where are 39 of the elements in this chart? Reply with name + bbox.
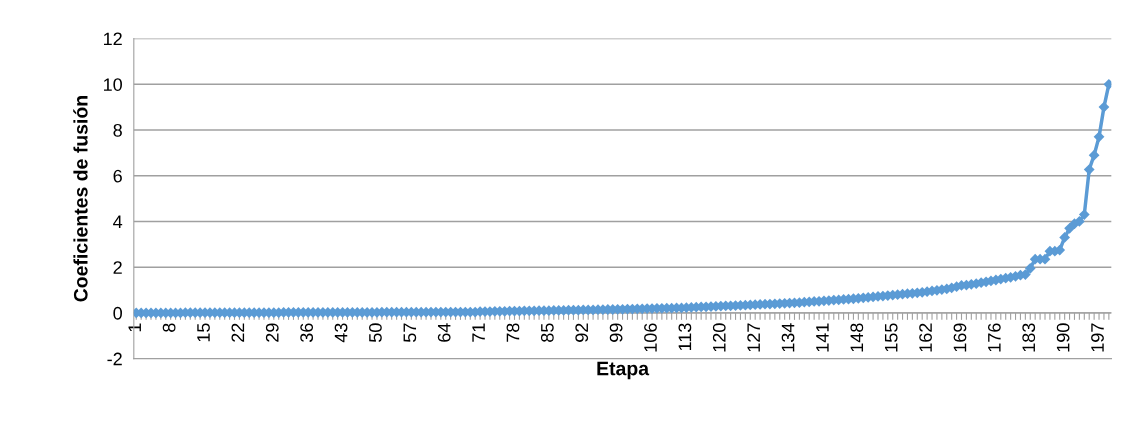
x-tick-label: 29 (265, 323, 279, 342)
x-tick-label: 176 (987, 323, 1001, 352)
y-tick-label: 6 (113, 169, 122, 183)
x-tick-label: 113 (678, 323, 692, 351)
x-tick-label: 1 (128, 323, 141, 332)
x-tick-label: 71 (472, 323, 485, 342)
x-tick-label: 22 (231, 323, 245, 342)
x-tick-label: 8 (162, 323, 176, 332)
x-tick-label: 15 (197, 323, 210, 342)
x-tick-label: 85 (540, 323, 554, 342)
x-tick-label: 50 (369, 323, 382, 343)
x-tick-label: 183 (1022, 323, 1036, 352)
x-tick-label: 190 (1056, 323, 1070, 352)
x-tick-label: 64 (437, 323, 451, 342)
x-tick-label: 127 (747, 323, 760, 352)
y-tick-label: 10 (104, 78, 122, 91)
x-tick-label: 120 (712, 323, 726, 352)
x-tick-label: 197 (1091, 323, 1104, 352)
x-tick-label: 78 (506, 323, 520, 342)
y-tick-label: 2 (113, 261, 122, 274)
y-tick-label: 4 (113, 215, 123, 228)
x-tick-label: 162 (919, 323, 932, 352)
x-tick-label: 155 (884, 323, 898, 352)
y-axis-title: Coeficientes de fusión (73, 96, 88, 302)
x-tick-label: 106 (644, 323, 657, 352)
x-tick-label: 36 (300, 323, 314, 343)
y-tick-label: 8 (113, 123, 122, 137)
x-tick-label: 141 (816, 323, 829, 352)
x-tick-label: 134 (781, 323, 795, 352)
x-tick-label: 43 (334, 323, 348, 343)
x-tick-label: 148 (850, 323, 864, 352)
x-tick-label: 92 (575, 323, 589, 342)
y-tick-label: 0 (113, 306, 122, 320)
y-tick-label: 12 (104, 32, 122, 46)
x-tick-label: 99 (609, 323, 623, 342)
y-tick-label: -2 (107, 352, 122, 366)
x-axis-title: Etapa (597, 361, 650, 380)
x-tick-label: 57 (403, 323, 417, 343)
x-tick-label: 169 (953, 323, 967, 352)
